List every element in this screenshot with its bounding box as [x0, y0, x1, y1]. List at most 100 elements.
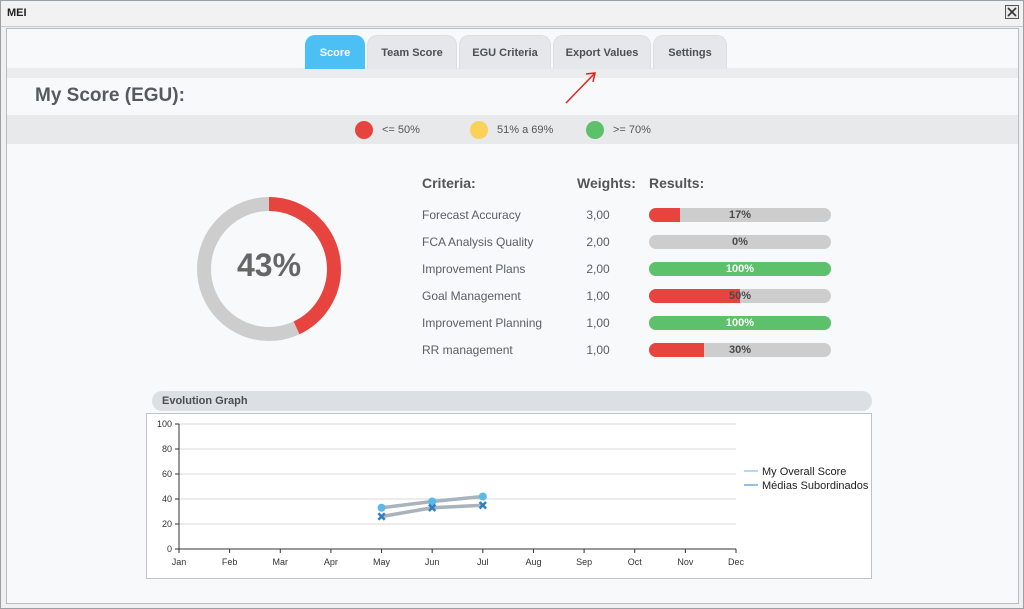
tab-settings[interactable]: Settings — [653, 35, 727, 69]
x-tick-label: Jul — [477, 557, 489, 567]
tab-label: Team Score — [381, 46, 443, 59]
result-bar-fill — [649, 208, 680, 222]
result-label: 30% — [728, 344, 752, 356]
criteria-name: Improvement Planning — [422, 316, 543, 330]
criteria-header: Criteria: — [422, 175, 476, 191]
result-bar-fill — [649, 262, 831, 276]
data-point — [478, 501, 487, 510]
result-bar: 50% — [649, 289, 831, 303]
green-dot-icon — [586, 121, 604, 139]
data-point — [478, 492, 487, 501]
y-tick-label: 60 — [162, 469, 172, 479]
result-bar: 0% — [649, 235, 831, 249]
result-label: 100% — [725, 317, 755, 329]
tab-score[interactable]: Score — [305, 35, 365, 69]
evolution-chart: 0 20 40 60 80 100 Jan Feb Mar Apr May Jun Jul Aug Sep O… — [146, 413, 872, 579]
legend-label: My Overall Score — [762, 466, 846, 478]
donut-arc — [197, 197, 341, 341]
criteria-row: Improvement Planning 1,00 100% — [7, 313, 1018, 333]
weights-header: Weights: — [577, 175, 636, 191]
x-tick-label: Mar — [273, 557, 289, 567]
y-tick-label: 40 — [162, 494, 172, 504]
criteria-weight: 3,00 — [586, 208, 610, 222]
x-tick-label: Nov — [677, 557, 694, 567]
criteria-weight: 2,00 — [586, 235, 610, 249]
page-title: My Score (EGU): — [35, 85, 185, 106]
x-tick-label: Jun — [425, 557, 440, 567]
evolution-graph-title: Evolution Graph — [162, 395, 248, 407]
data-point — [377, 512, 386, 521]
y-tick-label: 80 — [162, 444, 172, 454]
evolution-graph-header: Evolution Graph — [152, 391, 872, 411]
data-point — [428, 497, 437, 506]
result-bar: 30% — [649, 343, 831, 357]
yellow-dot-icon — [470, 121, 488, 139]
x-tick-label: Aug — [525, 557, 541, 567]
result-bar-fill — [649, 343, 704, 357]
overall-score-label: 43% — [236, 247, 302, 283]
criteria-name: Improvement Plans — [422, 262, 526, 276]
x-tick-label: Dec — [728, 557, 745, 567]
result-bar-fill — [649, 289, 740, 303]
y-tick-label: 100 — [157, 419, 172, 429]
x-tick-label: Jan — [172, 557, 187, 567]
criteria-name: Forecast Accuracy — [422, 208, 521, 222]
y-tick-label: 0 — [167, 544, 172, 554]
result-bar-fill — [649, 316, 831, 330]
overall-score-donut — [197, 197, 341, 341]
tab-team-score[interactable]: Team Score — [367, 35, 457, 69]
data-point — [428, 503, 437, 512]
title-bar: MEI — [1, 1, 1023, 27]
tab-label: Score — [319, 46, 351, 59]
tab-label: EGU Criteria — [472, 46, 538, 59]
window-title: MEI — [7, 7, 27, 19]
tab-label: Export Values — [565, 46, 639, 59]
x-tick-label: Apr — [324, 557, 338, 567]
criteria-row: Forecast Accuracy 3,00 17% — [7, 205, 1018, 225]
annotation-arrow-icon — [565, 72, 596, 104]
legend-item-low: <= 50% — [355, 121, 420, 139]
score-legend: <= 50% 51% a 69% >= 70% — [7, 115, 1018, 144]
result-label: 17% — [728, 209, 752, 221]
criteria-name: FCA Analysis Quality — [422, 235, 534, 249]
criteria-row: RR management 1,00 30% — [7, 340, 1018, 360]
legend-item-mid: 51% a 69% — [470, 121, 553, 139]
legend-item-high: >= 70% — [586, 121, 651, 139]
result-label: 100% — [725, 263, 755, 275]
criteria-weight: 1,00 — [586, 316, 610, 330]
criteria-row: FCA Analysis Quality 2,00 0% — [7, 232, 1018, 252]
y-tick-label: 20 — [162, 519, 172, 529]
result-label: 50% — [728, 290, 752, 302]
red-dot-icon — [355, 121, 373, 139]
result-bar: 100% — [649, 262, 831, 276]
legend-label: >= 70% — [613, 124, 651, 136]
tab-export-values[interactable]: Export Values — [553, 35, 651, 69]
tab-egu-criteria[interactable]: EGU Criteria — [459, 35, 551, 69]
x-tick-label: Oct — [628, 557, 643, 567]
result-bar: 100% — [649, 316, 831, 330]
x-tick-label: Feb — [222, 557, 238, 567]
results-header: Results: — [649, 175, 705, 191]
criteria-weight: 1,00 — [586, 289, 610, 303]
criteria-name: RR management — [422, 343, 513, 357]
criteria-name: Goal Management — [422, 289, 521, 303]
tab-label: Settings — [668, 46, 712, 59]
main-panel: Score Team Score EGU Criteria Export Val… — [6, 28, 1019, 604]
result-label: 0% — [732, 236, 748, 248]
x-tick-label: Sep — [576, 557, 592, 567]
close-icon — [1007, 7, 1017, 17]
legend-label: Médias Subordinados — [762, 480, 869, 492]
legend-label: 51% a 69% — [497, 124, 554, 136]
criteria-weight: 2,00 — [586, 262, 610, 276]
criteria-row: Goal Management 1,00 50% — [7, 286, 1018, 306]
result-bar: 17% — [649, 208, 831, 222]
legend-label: <= 50% — [382, 124, 420, 136]
tab-strip — [7, 68, 1018, 78]
criteria-row: Improvement Plans 2,00 100% — [7, 259, 1018, 279]
data-point — [377, 503, 386, 512]
criteria-weight: 1,00 — [586, 343, 610, 357]
close-button[interactable] — [1005, 5, 1019, 19]
evolution-chart-svg: 0 20 40 60 80 100 Jan Feb Mar Apr May Jun Jul Aug Sep O… — [157, 419, 869, 567]
x-tick-label: May — [373, 557, 391, 567]
